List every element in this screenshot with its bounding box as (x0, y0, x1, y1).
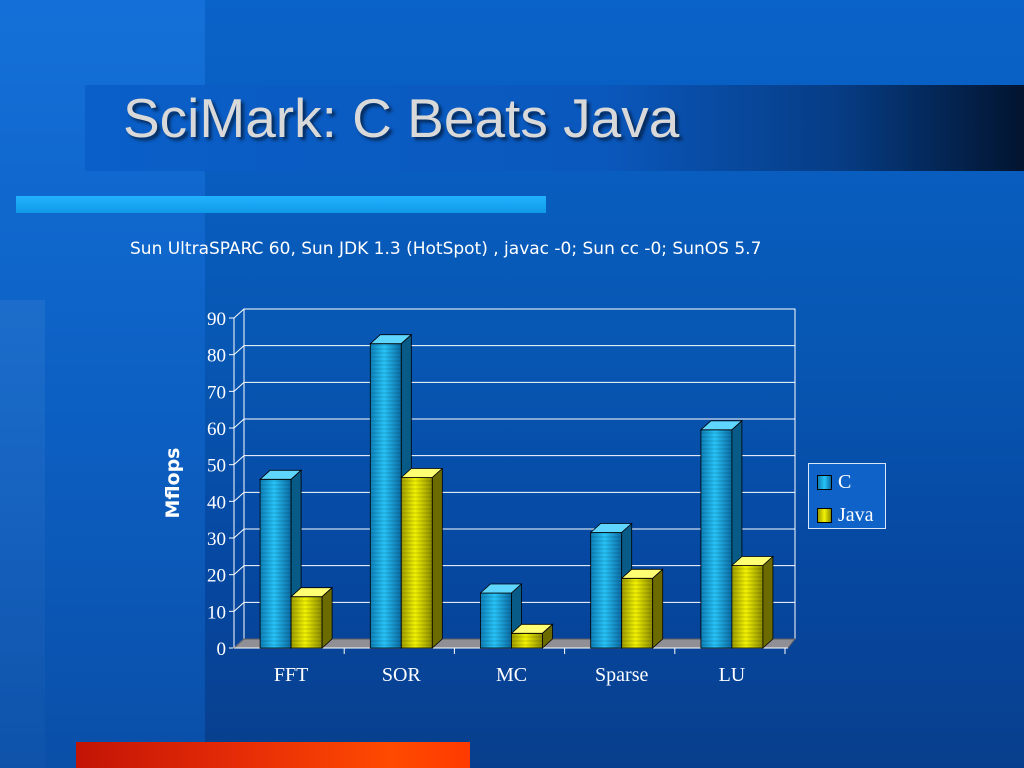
bar-texture-java-sor (401, 477, 433, 648)
gridline-side (233, 308, 245, 319)
legend-swatch-java (817, 507, 832, 523)
accent-bar-bottom (76, 742, 470, 768)
bar-side-java-sparse (652, 568, 664, 649)
legend-label-c: C (838, 470, 852, 493)
y-tick-label: 80 (207, 346, 226, 367)
legend-swatch-c (817, 474, 832, 490)
bar-texture-c-mc (480, 593, 512, 648)
bar-texture-java-mc (511, 633, 543, 648)
bar-texture-java-lu (731, 565, 763, 648)
bar-texture-java-sparse (621, 578, 653, 648)
gridline-side (233, 345, 245, 356)
bar-texture-c-lu (700, 429, 732, 648)
gridline-side (233, 381, 245, 392)
x-category-label-fft: FFT (274, 664, 308, 686)
bar-side-java-fft (321, 586, 333, 649)
y-tick-label: 70 (207, 382, 226, 403)
x-category-label-mc: MC (496, 664, 527, 686)
gridline-side (233, 565, 245, 576)
bar-texture-c-sparse (590, 532, 622, 648)
bar-texture-java-fft (291, 596, 323, 648)
bar-texture-c-sor (370, 343, 402, 648)
bar-side-java-lu (762, 555, 774, 649)
x-category-label-sparse: Sparse (595, 664, 648, 686)
gridline-side (233, 528, 245, 539)
chart-subtitle: Sun UltraSPARC 60, Sun JDK 1.3 (HotSpot)… (130, 239, 762, 259)
x-category-label-sor: SOR (382, 664, 422, 686)
gridline-side (233, 418, 245, 429)
y-tick-label: 90 (207, 309, 226, 330)
y-tick-label: 50 (207, 456, 226, 477)
legend-item-c: C (817, 471, 851, 493)
legend-item-java: Java (817, 504, 874, 526)
accent-bar-top (16, 196, 546, 213)
bar-side-java-sor (431, 467, 443, 649)
y-tick-label: 60 (207, 419, 226, 440)
title-band (85, 85, 1024, 171)
bar-texture-c-fft (260, 479, 292, 648)
slide-title: SciMark: C Beats Java (123, 87, 680, 149)
bar-side-java-mc (542, 623, 553, 649)
gridline-side (233, 491, 245, 502)
gridline-side (233, 455, 245, 466)
y-axis-title: Mflops (162, 448, 184, 519)
legend-label-java: Java (838, 503, 874, 526)
chart-legend: C Java (808, 463, 886, 529)
x-category-label-lu: LU (719, 664, 746, 686)
y-tick-label: 20 (207, 566, 226, 587)
left-background-strip (0, 300, 45, 768)
y-tick-label: 10 (207, 602, 226, 623)
gridline-side (233, 601, 245, 612)
y-tick-label: 40 (207, 492, 226, 513)
y-tick-label: 0 (217, 639, 227, 660)
y-tick-label: 30 (207, 529, 226, 550)
